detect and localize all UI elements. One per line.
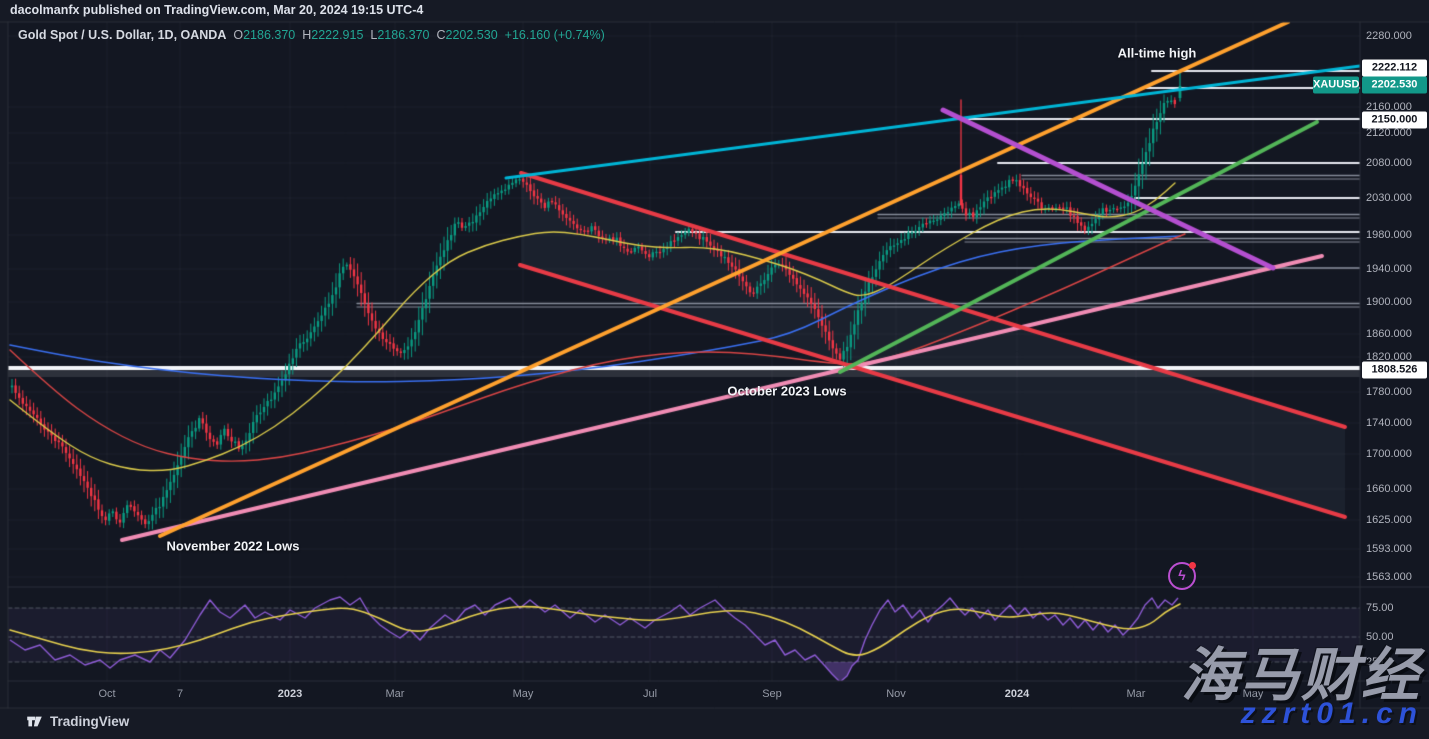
price-axis-label: 50.00 xyxy=(1366,631,1394,643)
price-axis-label: 75.00 xyxy=(1366,602,1394,614)
price-axis-label: 1660.000 xyxy=(1366,483,1412,495)
time-axis-label: Jul xyxy=(642,688,658,700)
symbol-title[interactable]: Gold Spot / U.S. Dollar, 1D, OANDA xyxy=(18,28,227,42)
price-axis-label: 2280.000 xyxy=(1366,30,1412,42)
ohlc-value: 2186.370 xyxy=(377,28,430,42)
price-axis-label: 1860.000 xyxy=(1366,328,1412,340)
tradingview-mark-icon xyxy=(27,716,42,727)
time-axis-label: Oct xyxy=(98,688,116,700)
chart-legend: Gold Spot / U.S. Dollar, 1D, OANDA O2186.… xyxy=(18,28,605,42)
text-annotation: October 2023 Lows xyxy=(727,383,847,399)
price-axis-label: 1980.000 xyxy=(1366,229,1412,241)
price-axis-label: 1593.000 xyxy=(1366,543,1412,555)
price-axis-label: 1740.000 xyxy=(1366,417,1412,429)
price-axis-label: 1780.000 xyxy=(1366,386,1412,398)
price-axis-label: 1700.000 xyxy=(1366,448,1412,460)
price-axis-label: 1940.000 xyxy=(1366,263,1412,275)
price-axis-label: 1625.000 xyxy=(1366,514,1412,526)
time-axis-label: 2023 xyxy=(277,688,303,700)
text-annotation: November 2022 Lows xyxy=(166,538,300,554)
time-axis-label: May xyxy=(1242,688,1264,700)
ohlc-key: O xyxy=(233,28,244,42)
time-axis-label: May xyxy=(512,688,534,700)
price-level-badge: 2202.530 xyxy=(1362,76,1427,94)
watermark-cn: 海马财经 xyxy=(1180,643,1421,708)
ohlc-value: 2186.370 xyxy=(243,28,296,42)
watermark-url: zzrt01.cn xyxy=(1240,697,1423,730)
ohlc-key: H xyxy=(302,28,312,42)
attribution-bar: dacolmanfx published on TradingView.com,… xyxy=(10,3,424,17)
tradingview-wordmark: TradingView xyxy=(50,714,130,729)
price-axis-label: 2120.000 xyxy=(1366,127,1412,139)
tradingview-logo[interactable]: TradingView xyxy=(26,713,129,730)
time-axis-label: Mar xyxy=(1126,688,1146,700)
price-level-badge: 1808.526 xyxy=(1362,361,1427,379)
price-axis-label: 1820.000 xyxy=(1366,351,1412,363)
price-axis-label: 25.00 xyxy=(1366,656,1394,668)
price-axis-label: 1900.000 xyxy=(1366,296,1412,308)
lightning-icon: ϟ xyxy=(1178,567,1186,583)
flash-notification-icon[interactable]: ϟ xyxy=(1168,562,1196,590)
time-axis-label: 2024 xyxy=(1004,688,1030,700)
change-value: +16.160 (+0.74%) xyxy=(504,28,605,42)
ohlc-value: 2202.530 xyxy=(445,28,498,42)
ohlc-values: O2186.370 H2222.915 L2186.370 C2202.530 xyxy=(226,28,497,42)
time-axis-label: Mar xyxy=(385,688,405,700)
ohlc-value: 2222.915 xyxy=(311,28,364,42)
price-level-badge: 2222.112 xyxy=(1362,59,1427,77)
notification-dot xyxy=(1189,562,1196,569)
time-axis-label: 7 xyxy=(176,688,184,700)
ohlc-key: C xyxy=(436,28,446,42)
symbol-price-tag: XAUUSD xyxy=(1313,76,1359,94)
price-axis-label: 2080.000 xyxy=(1366,157,1412,169)
price-axis-label: 2160.000 xyxy=(1366,101,1412,113)
price-level-badge: 2150.000 xyxy=(1362,111,1427,129)
text-annotation: All-time high xyxy=(1117,45,1197,61)
price-axis-label: 1563.000 xyxy=(1366,571,1412,583)
time-axis-label: Nov xyxy=(886,688,906,700)
ohlc-key: L xyxy=(370,28,378,42)
time-axis-label: Sep xyxy=(762,688,782,700)
price-axis-label: 2030.000 xyxy=(1366,192,1412,204)
